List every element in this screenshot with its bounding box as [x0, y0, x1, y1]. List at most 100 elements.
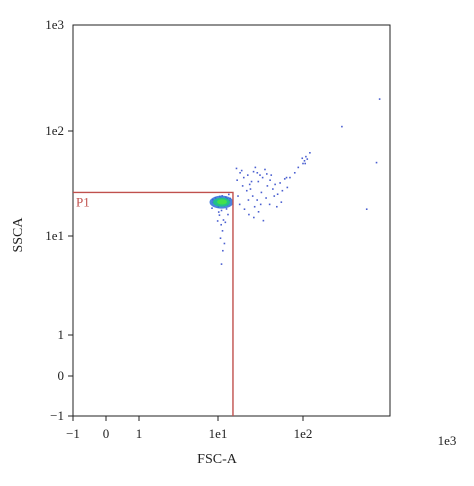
data-point-37 — [239, 171, 241, 174]
data-point-74 — [253, 205, 256, 208]
data-point-94 — [309, 151, 311, 154]
data-point-27 — [222, 249, 224, 252]
plot-frame — [72, 24, 391, 417]
data-point-73 — [247, 199, 250, 201]
data-point-97 — [285, 176, 288, 179]
y-tick-label-5: 1e3 — [45, 17, 64, 32]
data-point-67 — [243, 208, 246, 210]
x-tick-label-4: 1e2 — [294, 426, 313, 441]
density-core — [217, 199, 228, 205]
data-point-33 — [216, 220, 219, 222]
data-point-87 — [306, 158, 309, 160]
y-tick-label-4: 1e2 — [45, 123, 64, 138]
data-point-69 — [253, 216, 255, 219]
data-point-28 — [220, 263, 223, 265]
y-tick-label-1: 0 — [58, 368, 65, 383]
data-point-81 — [249, 188, 252, 190]
x-tick-label-3: 1e1 — [209, 426, 228, 441]
data-point-23 — [220, 223, 222, 226]
data-point-59 — [256, 199, 258, 201]
data-point-44 — [261, 176, 264, 179]
data-point-55 — [289, 176, 291, 179]
data-point-46 — [266, 185, 269, 187]
data-point-21 — [218, 214, 221, 216]
y-axis-label: SSCA — [11, 217, 26, 253]
data-point-25 — [219, 237, 222, 240]
data-point-54 — [286, 186, 289, 189]
data-point-65 — [280, 201, 283, 203]
x-tick-label-5: 1e3 — [438, 433, 457, 448]
data-point-43 — [259, 174, 261, 176]
data-point-66 — [238, 203, 241, 206]
data-point-78 — [248, 183, 251, 186]
data-point-22 — [222, 219, 225, 221]
data-point-56 — [241, 185, 244, 187]
y-tick-label-3: 1e1 — [45, 228, 64, 243]
data-point-68 — [248, 213, 250, 216]
data-point-93 — [341, 125, 343, 128]
gate-p1: P1 — [73, 191, 234, 416]
data-point-57 — [245, 189, 248, 192]
gate-label: P1 — [76, 194, 90, 209]
data-point-53 — [283, 178, 286, 180]
data-point-41 — [254, 166, 257, 169]
y-tick-label-0: −1 — [50, 408, 64, 423]
data-point-71 — [262, 219, 265, 222]
x-tick-label-0: −1 — [66, 426, 80, 441]
data-point-32 — [227, 213, 229, 216]
data-point-91 — [375, 161, 378, 164]
data-point-34 — [228, 193, 230, 196]
data-point-92 — [378, 98, 381, 100]
data-point-58 — [251, 195, 254, 197]
data-point-85 — [303, 160, 306, 162]
y-tick-label-2: 1 — [58, 327, 65, 342]
data-point-39 — [246, 174, 249, 176]
data-point-24 — [221, 230, 224, 232]
data-point-20 — [220, 209, 223, 212]
data-point-79 — [252, 170, 255, 173]
data-point-75 — [259, 203, 262, 206]
data-point-36 — [235, 167, 238, 170]
data-point-38 — [242, 176, 245, 179]
data-point-62 — [268, 203, 271, 206]
data-point-83 — [270, 174, 273, 176]
data-point-50 — [276, 193, 279, 196]
x-tick-label-1: 0 — [103, 426, 110, 441]
data-point-95 — [297, 166, 300, 169]
x-tick-label-2: 1 — [136, 426, 143, 441]
y-axis-ticks: −1 0 1 1e1 1e2 1e3 — [45, 17, 73, 423]
data-point-31 — [225, 208, 228, 210]
data-point-72 — [237, 195, 239, 197]
data-point-80 — [257, 180, 260, 183]
data-points — [211, 98, 381, 265]
data-point-60 — [260, 191, 263, 194]
gate-outline — [73, 191, 234, 416]
data-point-47 — [269, 179, 271, 181]
data-point-48 — [272, 188, 274, 190]
data-point-49 — [274, 183, 276, 186]
data-point-26 — [223, 242, 226, 245]
data-point-52 — [281, 189, 284, 192]
data-point-35 — [211, 207, 213, 209]
data-point-90 — [365, 208, 368, 210]
data-point-88 — [301, 157, 304, 160]
data-point-77 — [240, 169, 243, 172]
data-point-40 — [250, 180, 253, 183]
data-point-86 — [305, 155, 307, 158]
data-point-89 — [304, 162, 307, 165]
data-point-84 — [302, 162, 304, 165]
data-point-45 — [264, 168, 266, 171]
data-point-51 — [279, 182, 281, 184]
x-axis-label: FSC-A — [197, 452, 238, 467]
data-point-30 — [217, 211, 220, 213]
data-point-42 — [256, 171, 259, 174]
data-point-70 — [257, 211, 260, 213]
data-point-76 — [236, 179, 238, 181]
data-point-64 — [276, 205, 278, 208]
data-point-29 — [224, 221, 227, 224]
data-point-63 — [273, 195, 276, 197]
data-point-96 — [293, 171, 296, 174]
density-cluster — [209, 195, 234, 209]
x-axis-ticks: −1 0 1 1e1 1e2 1e3 — [66, 416, 456, 448]
